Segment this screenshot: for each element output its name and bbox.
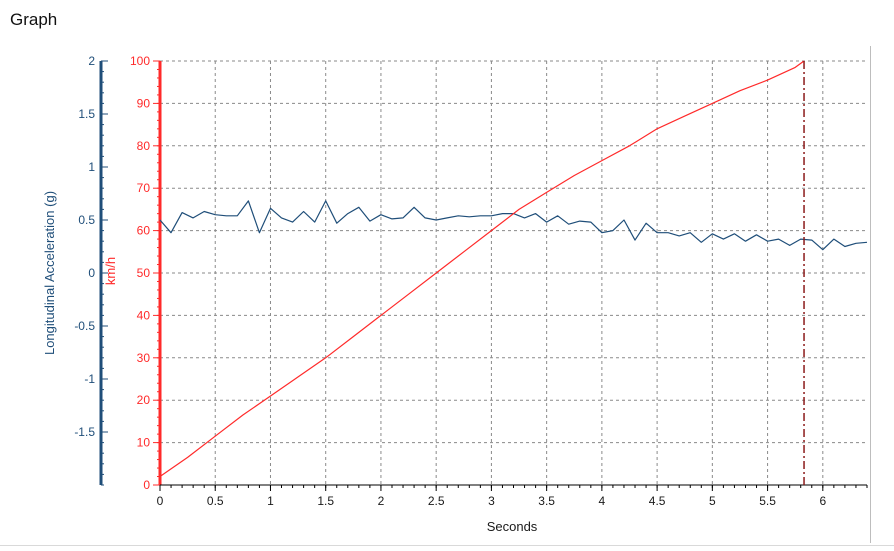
- x-tick-label: 2: [378, 494, 385, 508]
- bottom-rule: [0, 545, 894, 546]
- left-tick-label: -1.5: [74, 425, 95, 439]
- x-tick-label: 4.5: [649, 494, 666, 508]
- speed-tick-label: 60: [137, 224, 151, 238]
- x-tick-label: 2.5: [428, 494, 445, 508]
- y-axis-label-right: km/h: [103, 257, 118, 285]
- right-axis: 0 10 20 30 40 50 60 70 80 90 100: [130, 54, 162, 492]
- series-layer: [159, 60, 868, 485]
- left-tick-label: 0.5: [78, 213, 95, 227]
- grid-lines: [160, 60, 867, 485]
- left-tick-label: 0: [88, 266, 95, 280]
- x-axis-label: Seconds: [487, 519, 538, 534]
- x-tick-label: 3.5: [538, 494, 555, 508]
- left-axis: -1.5 -1 -0.5 0 0.5 1 1.5 2: [74, 54, 108, 486]
- x-tick-label: 1: [267, 494, 274, 508]
- speed-tick-label: 10: [137, 436, 151, 450]
- panel-title: Graph: [10, 10, 58, 29]
- speed-tick-label: 0: [143, 478, 150, 492]
- speed-tick-label: 20: [137, 393, 151, 407]
- x-tick-label: 6: [819, 494, 826, 508]
- x-axis: 0 0.5 1 1.5 2 2.5 3 3.5 4 4.5 5 5.5 6: [157, 484, 868, 508]
- x-tick-label: 5.5: [759, 494, 776, 508]
- speed-tick-label: 40: [137, 308, 151, 322]
- left-tick-label: -1: [84, 372, 95, 386]
- speed-tick-label: 80: [137, 139, 151, 153]
- left-tick-label: 1: [88, 160, 95, 174]
- x-tick-label: 3: [488, 494, 495, 508]
- x-tick-label: 4: [599, 494, 606, 508]
- x-tick-label: 5: [709, 494, 716, 508]
- speed-series-line: [159, 60, 805, 477]
- x-tick-label: 0.5: [207, 494, 224, 508]
- x-tick-label: 0: [157, 494, 164, 508]
- left-tick-label: 2: [88, 54, 95, 68]
- left-tick-label: -0.5: [74, 319, 95, 333]
- speed-tick-label: 90: [137, 96, 151, 110]
- chart-frame: [0, 46, 871, 543]
- speed-tick-label: 50: [137, 266, 151, 280]
- speed-tick-label: 70: [137, 181, 151, 195]
- left-tick-label: 1.5: [78, 107, 95, 121]
- speed-tick-label: 30: [137, 351, 151, 365]
- y-axis-label-left: Longitudinal Acceleration (g): [42, 191, 57, 355]
- x-tick-label: 1.5: [317, 494, 334, 508]
- speed-tick-label: 100: [130, 54, 150, 68]
